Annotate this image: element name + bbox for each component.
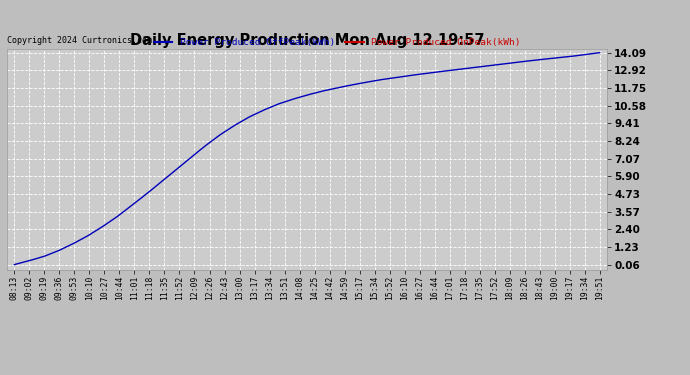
Text: Copyright 2024 Curtronics.com: Copyright 2024 Curtronics.com [7,36,152,45]
Legend: Power Produced OffPeak(kWh), Power Produced OnPeak(kWh): Power Produced OffPeak(kWh), Power Produ… [153,38,521,47]
Title: Daily Energy Production Mon Aug 12 19:57: Daily Energy Production Mon Aug 12 19:57 [130,33,484,48]
